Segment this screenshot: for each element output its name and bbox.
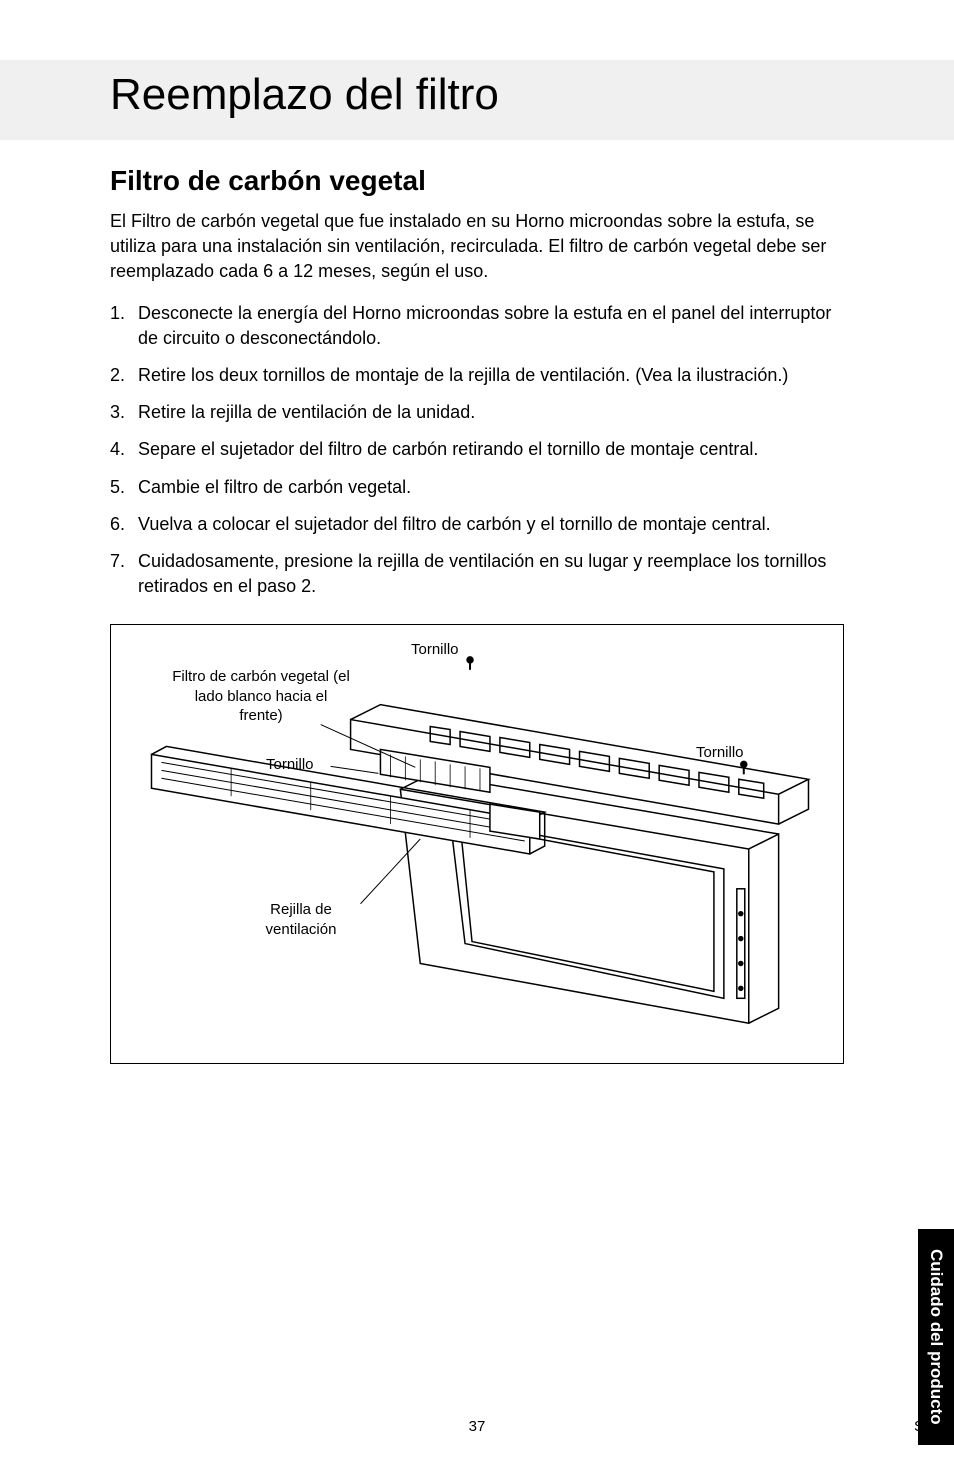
diagram-container: Tornillo Filtro de carbón vegetal (el la… [110,624,844,1064]
label-left-screw: Tornillo [266,755,314,775]
step-item: Desconecte la energía del Horno microond… [110,301,844,351]
page-title: Reemplazo del filtro [110,70,844,120]
intro-paragraph: El Filtro de carbón vegetal que fue inst… [110,209,844,285]
step-item: Vuelva a colocar el sujetador del filtro… [110,512,844,537]
label-top-screw: Tornillo [411,640,459,660]
label-right-screw: Tornillo [696,743,744,763]
label-vent-grille: Rejilla de ventilación [251,900,351,939]
step-item: Cambie el filtro de carbón vegetal. [110,475,844,500]
page-number: 37 [469,1418,486,1435]
step-item: Cuidadosamente, presione la rejilla de v… [110,549,844,599]
step-item: Retire la rejilla de ventilación de la u… [110,400,844,425]
step-item: Separe el sujetador del filtro de carbón… [110,437,844,462]
label-charcoal-filter: Filtro de carbón vegetal (el lado blanco… [171,667,351,726]
section-title: Filtro de carbón vegetal [110,165,844,197]
steps-list: Desconecte la energía del Horno microond… [110,301,844,600]
side-tab: Cuidado del producto [918,1229,954,1445]
heading-band: Reemplazo del filtro [0,60,954,140]
step-item: Retire los deux tornillos de montaje de … [110,363,844,388]
page-letter: S [914,1418,924,1435]
page-container: Reemplazo del filtro Filtro de carbón ve… [0,0,954,1475]
